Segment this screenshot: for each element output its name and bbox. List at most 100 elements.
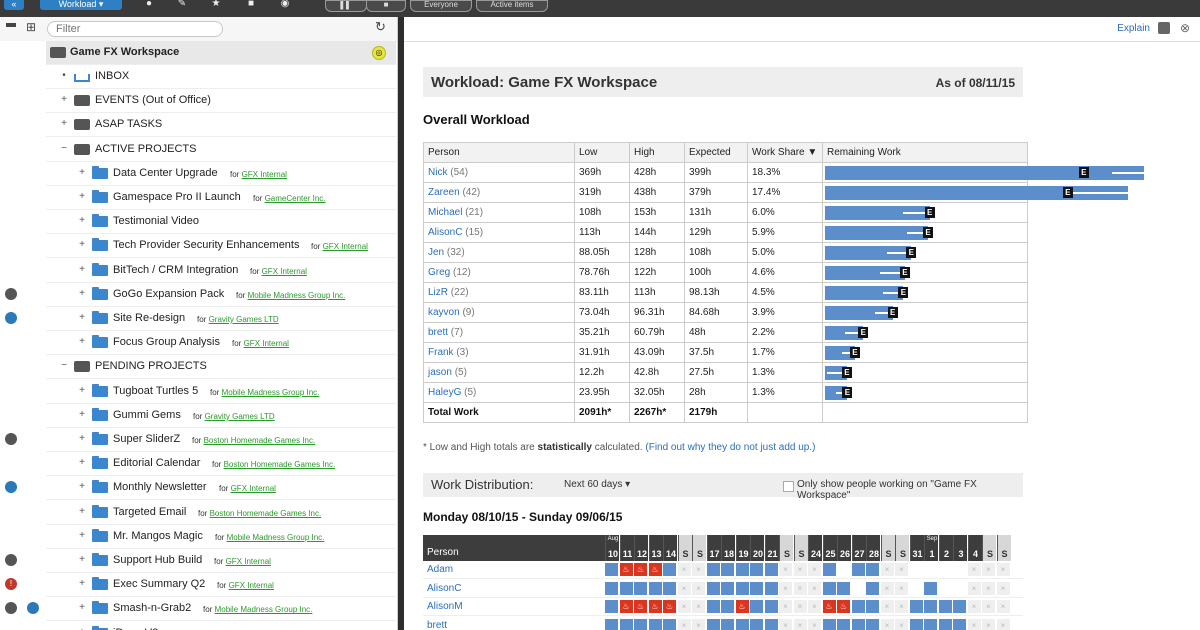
workload-cell[interactable] xyxy=(837,563,850,576)
project-row[interactable]: + Monthly Newsletter for GFX Internal xyxy=(46,476,396,501)
expand-toggle-icon[interactable]: + xyxy=(79,505,85,517)
expand-toggle-icon[interactable]: + xyxy=(79,408,85,420)
overload-icon[interactable]: ♨ xyxy=(735,600,749,613)
client-link[interactable]: Gravity Games LTD xyxy=(204,411,275,421)
clock-icon[interactable] xyxy=(5,287,17,300)
weekend-cell[interactable]: × xyxy=(982,563,995,576)
workload-cell[interactable] xyxy=(910,582,923,595)
project-row[interactable]: + GoGo Expansion Pack for Mobile Madness G… xyxy=(46,283,396,307)
col-remaining-work[interactable]: Remaining Work xyxy=(822,142,1028,163)
workload-cell[interactable] xyxy=(663,581,676,595)
expand-toggle-icon[interactable]: + xyxy=(79,384,85,396)
panel-divider[interactable] xyxy=(398,17,404,630)
expand-toggle-icon[interactable]: + xyxy=(79,529,85,541)
workload-cell[interactable] xyxy=(939,582,952,595)
group-row[interactable]: + EVENTS (Out of Office) xyxy=(46,89,396,114)
weekend-cell[interactable]: × xyxy=(996,563,1010,576)
overload-icon[interactable]: ♨ xyxy=(619,600,633,613)
workload-cell[interactable] xyxy=(721,581,734,595)
workload-cell[interactable] xyxy=(953,563,966,576)
weekend-cell[interactable]: × xyxy=(692,581,705,595)
project-row[interactable]: + BitTech / CRM Integration for GFX Intern… xyxy=(46,259,396,283)
person-cell[interactable]: AlisonC (15) xyxy=(423,222,575,243)
expected-marker-icon[interactable]: E xyxy=(858,327,869,338)
workload-cell[interactable] xyxy=(706,581,720,595)
expected-marker-icon[interactable]: E xyxy=(849,347,860,358)
explain-link[interactable]: Explain xyxy=(1117,23,1150,34)
group-row[interactable]: − ACTIVE PROJECTS xyxy=(46,138,396,162)
person-cell[interactable]: Nick (54) xyxy=(423,162,575,183)
workload-cell[interactable] xyxy=(866,600,879,613)
project-row[interactable]: + Focus Group Analysis for GFX Internal xyxy=(46,331,396,356)
weekend-cell[interactable]: × xyxy=(808,600,821,613)
col-person[interactable]: Person xyxy=(423,142,575,163)
project-row[interactable]: + Smash-n-Grab2 for Mobile Madness Group I… xyxy=(46,597,396,622)
hierarchy-icon[interactable]: ⊞ xyxy=(26,20,37,34)
client-link[interactable]: GFX Internal xyxy=(241,169,287,179)
project-row[interactable]: + Mr. Mangos Magic for Mobile Madness Grou… xyxy=(46,525,396,549)
client-link[interactable]: Boston Homemade Games Inc. xyxy=(203,436,316,445)
weekend-cell[interactable]: × xyxy=(808,563,821,576)
expected-marker-icon[interactable]: E xyxy=(899,267,910,278)
weekend-cell[interactable]: × xyxy=(677,563,691,576)
person-name[interactable]: Nick xyxy=(428,167,448,178)
collapse-icon[interactable] xyxy=(6,23,16,27)
dist-person-name[interactable]: Adam xyxy=(427,564,454,575)
workload-cell[interactable] xyxy=(764,600,778,613)
expected-marker-icon[interactable]: E xyxy=(841,367,852,378)
workload-cell[interactable] xyxy=(924,563,937,576)
expand-toggle-icon[interactable]: + xyxy=(79,433,85,444)
overload-icon[interactable]: ♨ xyxy=(648,563,662,576)
person-name[interactable]: AlisonC xyxy=(428,227,463,238)
client-link[interactable]: Mobile Madness Group Inc. xyxy=(247,290,346,300)
expand-toggle-icon[interactable]: + xyxy=(79,336,85,348)
client-link[interactable]: Boston Homemade Games Inc. xyxy=(209,508,322,518)
expand-toggle-icon[interactable]: + xyxy=(79,457,85,469)
project-row[interactable]: + Gummi Gems for Gravity Games LTD xyxy=(46,404,396,428)
weekend-cell[interactable]: × xyxy=(895,618,908,630)
workload-cell[interactable] xyxy=(663,618,676,630)
workload-cell[interactable] xyxy=(953,582,966,595)
weekend-cell[interactable]: × xyxy=(967,581,981,595)
project-row[interactable]: + Super SliderZ for Boston Homemade Games … xyxy=(46,428,396,452)
workload-cell[interactable] xyxy=(866,618,879,630)
overload-icon[interactable]: ♨ xyxy=(837,600,850,613)
person-cell[interactable]: jason (5) xyxy=(423,362,575,383)
weekend-cell[interactable]: × xyxy=(677,581,691,595)
alert-icon[interactable]: ! xyxy=(5,578,17,591)
workload-cell[interactable] xyxy=(619,581,633,595)
expand-toggle-icon[interactable]: + xyxy=(79,312,85,323)
dist-person-name[interactable]: brett xyxy=(427,619,448,630)
expand-toggle-icon[interactable]: + xyxy=(79,481,85,493)
workload-cell[interactable] xyxy=(910,563,923,576)
weekend-cell[interactable]: × xyxy=(982,600,995,613)
person-name[interactable]: jason xyxy=(428,367,452,378)
clock-icon[interactable] xyxy=(5,433,17,445)
back-button[interactable]: « xyxy=(4,0,24,10)
refresh-icon[interactable]: ↻ xyxy=(375,19,386,34)
client-link[interactable]: GFX Internal xyxy=(243,339,289,349)
expected-marker-icon[interactable]: E xyxy=(923,227,934,238)
globe-icon[interactable]: ◉ xyxy=(280,0,290,9)
print-icon[interactable] xyxy=(1158,22,1170,34)
project-row[interactable]: + Data Center Upgrade for GFX Internal xyxy=(46,162,396,186)
col-expected[interactable]: Expected xyxy=(684,142,748,163)
comment-icon[interactable] xyxy=(27,602,39,615)
expand-toggle-icon[interactable]: + xyxy=(79,191,85,202)
workload-cell[interactable] xyxy=(924,600,937,613)
person-name[interactable]: Frank xyxy=(428,347,454,358)
person-cell[interactable]: LizR (22) xyxy=(423,282,575,303)
workload-cell[interactable] xyxy=(735,563,749,576)
weekend-cell[interactable]: × xyxy=(779,581,792,595)
active-items-pill[interactable]: Active items xyxy=(476,0,548,12)
workload-cell[interactable] xyxy=(764,581,778,595)
workload-cell[interactable] xyxy=(852,582,865,595)
weekend-cell[interactable]: × xyxy=(982,581,995,595)
overload-icon[interactable]: ♨ xyxy=(634,600,647,613)
weekend-cell[interactable]: × xyxy=(967,600,981,613)
client-link[interactable]: Mobile Madness Group Inc. xyxy=(221,387,320,397)
expected-marker-icon[interactable]: E xyxy=(842,387,853,398)
workload-cell[interactable] xyxy=(924,618,937,630)
weekend-cell[interactable]: × xyxy=(779,563,792,576)
person-cell[interactable]: Zareen (42) xyxy=(423,182,575,203)
